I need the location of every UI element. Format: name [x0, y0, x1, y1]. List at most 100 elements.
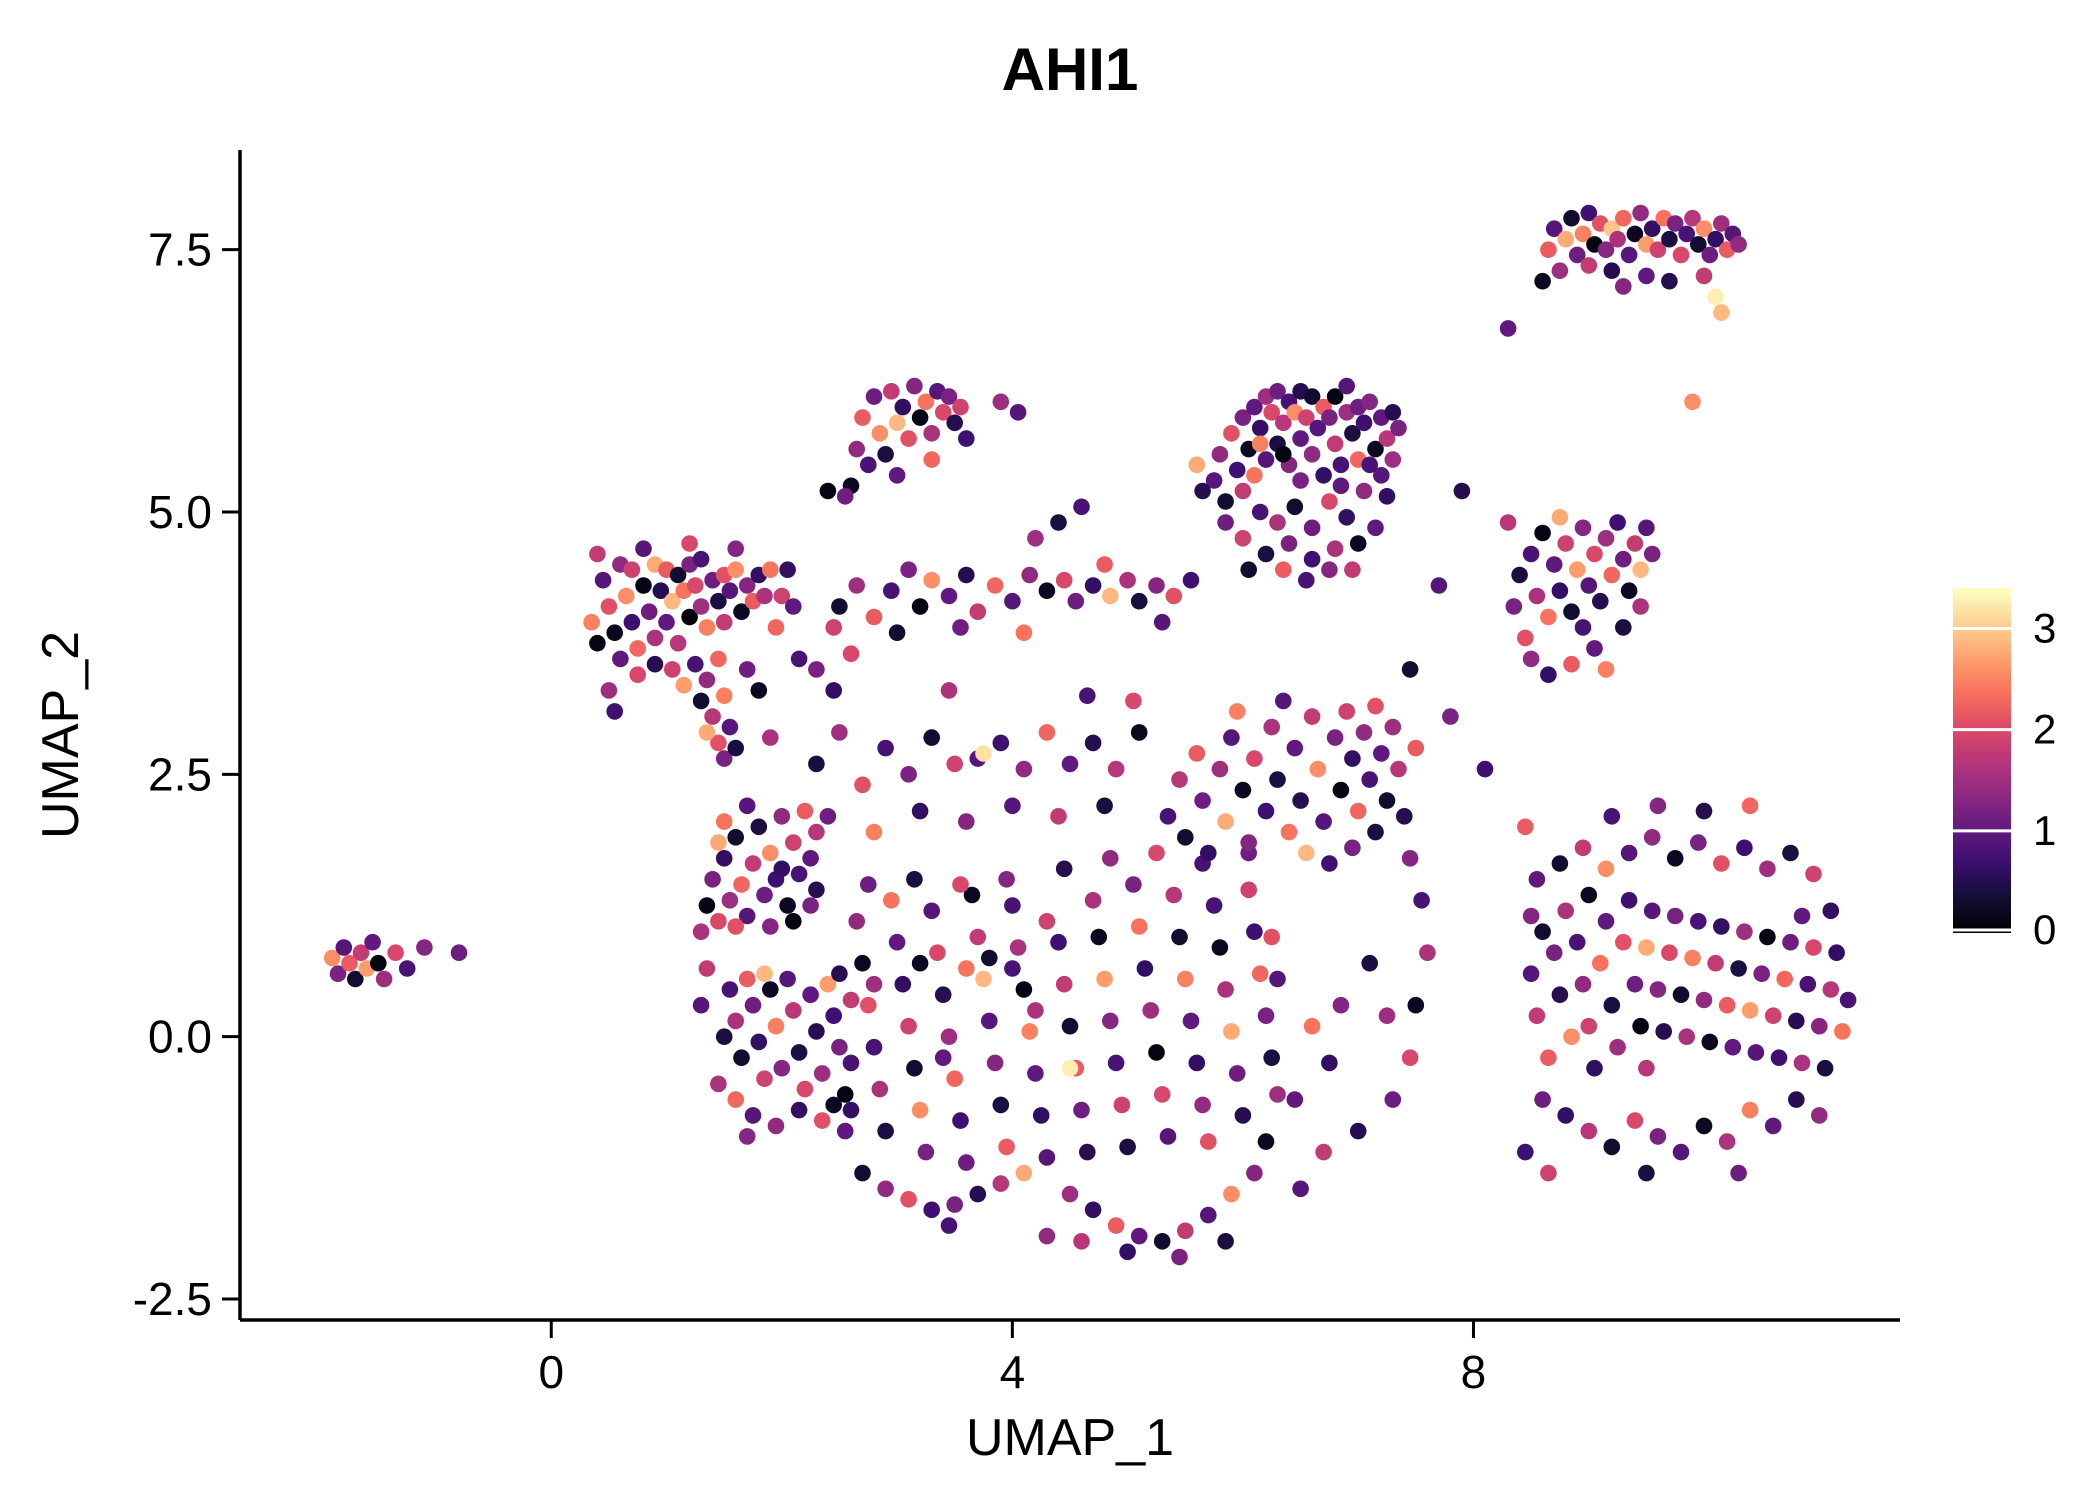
data-point	[940, 388, 958, 405]
colorbar-segment	[1953, 596, 2011, 602]
data-point	[1280, 535, 1298, 552]
data-point	[1638, 1059, 1655, 1077]
data-point	[640, 603, 658, 620]
data-point	[911, 954, 929, 972]
data-point	[1332, 781, 1350, 799]
data-point	[1211, 939, 1229, 956]
data-point	[1574, 519, 1592, 537]
data-point	[992, 1175, 1010, 1192]
data-point	[1096, 556, 1113, 573]
data-point	[1223, 729, 1240, 746]
data-point	[1153, 613, 1171, 631]
data-point	[1540, 608, 1557, 626]
colorbar-segment	[1953, 820, 2011, 826]
data-point	[1672, 246, 1690, 264]
data-point	[1315, 467, 1332, 484]
x-tick-label: 0	[538, 1346, 564, 1398]
data-point	[1811, 1017, 1828, 1035]
data-point	[1666, 215, 1684, 232]
data-point	[883, 383, 900, 400]
data-point	[1741, 1002, 1759, 1019]
data-point	[1234, 409, 1252, 426]
data-point	[1171, 771, 1188, 788]
data-point	[877, 1180, 894, 1198]
data-point	[1574, 975, 1592, 993]
data-point	[1476, 760, 1494, 778]
data-point	[1292, 430, 1309, 447]
data-point	[1632, 598, 1649, 615]
data-point	[1586, 1059, 1603, 1077]
data-point	[1557, 230, 1574, 248]
data-point	[958, 566, 975, 584]
data-point	[1303, 388, 1321, 405]
data-point	[923, 571, 940, 589]
data-point	[911, 802, 929, 820]
data-point	[1707, 230, 1724, 248]
data-point	[1580, 1017, 1598, 1035]
data-point	[1545, 944, 1563, 961]
data-point	[1194, 1096, 1211, 1114]
data-point	[1200, 1133, 1217, 1150]
colorbar-segment	[1953, 781, 2011, 787]
colorbar-segment	[1953, 734, 2011, 740]
data-point	[1055, 860, 1073, 878]
data-point	[323, 949, 341, 967]
data-point	[1453, 482, 1471, 500]
data-point	[1684, 393, 1701, 411]
data-point	[1690, 913, 1707, 930]
data-point	[1615, 933, 1632, 951]
data-point	[1148, 577, 1165, 594]
data-point	[1050, 933, 1067, 951]
data-point	[1805, 939, 1822, 956]
colorbar-segment	[1953, 708, 2011, 714]
data-point	[1090, 928, 1108, 946]
data-point	[1251, 435, 1269, 453]
data-point	[773, 587, 791, 605]
colorbar-segment	[1953, 785, 2011, 792]
data-point	[1211, 446, 1229, 463]
data-point	[1551, 582, 1569, 599]
data-point	[1713, 215, 1730, 232]
data-point	[1643, 545, 1661, 563]
axes-layer: 0 4 8 -2.5 0.0 2.5 5.0 7.5	[133, 150, 1900, 1398]
colorbar-segment	[1953, 897, 2011, 903]
data-point	[721, 582, 739, 599]
data-point	[825, 619, 842, 636]
data-point	[906, 1059, 923, 1077]
data-point	[1620, 582, 1638, 599]
data-point	[825, 682, 842, 699]
data-point	[698, 619, 716, 636]
data-point	[1205, 897, 1223, 914]
data-point	[1269, 1086, 1286, 1103]
colorbar-segment	[1953, 695, 2011, 701]
colorbar-segment	[1953, 811, 2011, 817]
data-point	[398, 960, 416, 977]
data-point	[1390, 760, 1407, 778]
data-point	[860, 876, 877, 893]
data-point	[738, 797, 756, 815]
data-point	[906, 871, 923, 888]
data-point	[1096, 970, 1113, 988]
data-point	[762, 729, 779, 746]
colorbar-segment	[1953, 919, 2011, 925]
data-point	[1275, 561, 1292, 578]
data-point	[1055, 975, 1073, 993]
data-point	[1344, 425, 1361, 442]
data-point	[836, 1122, 854, 1140]
data-point	[1061, 755, 1079, 773]
data-point	[710, 834, 727, 851]
data-point	[1407, 996, 1425, 1014]
data-point	[1649, 241, 1667, 258]
data-point	[1384, 404, 1402, 421]
data-point	[1707, 954, 1724, 972]
x-tick-label: 8	[1461, 1346, 1487, 1398]
data-point	[848, 577, 865, 594]
colorbar-segment	[1953, 721, 2011, 727]
data-point	[923, 425, 940, 442]
plot-title: AHI1	[1002, 36, 1139, 103]
data-point	[1713, 304, 1730, 321]
colorbar-segment	[1953, 747, 2011, 753]
data-point	[1298, 844, 1315, 862]
data-point	[1540, 666, 1557, 683]
data-point	[871, 1080, 889, 1098]
